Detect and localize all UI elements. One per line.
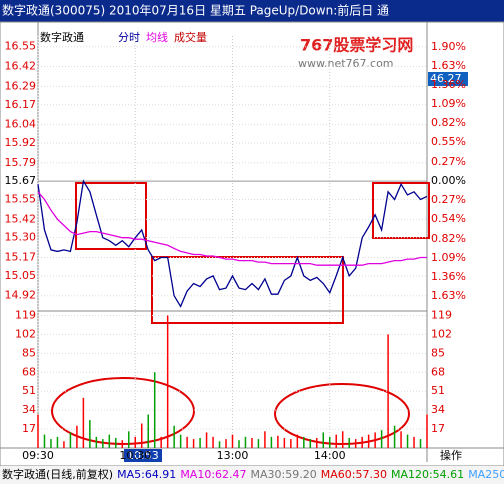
status-item: MA250: [468, 468, 504, 481]
title: 数字政通(300075) 2010年07月16日 星期五 PageUp/Down… [2, 3, 389, 18]
status-bar [0, 466, 504, 484]
y2-tick-label: 0.82% [431, 232, 466, 245]
x-tick-label: 13:00 [217, 449, 249, 462]
y-tick-label: 15.17 [5, 251, 37, 264]
header-mode: 分时 [118, 31, 140, 44]
y-tick-label: 85 [22, 346, 36, 359]
price-line [37, 179, 428, 308]
title-bar [0, 0, 504, 22]
y-tick-label: 16.29 [5, 79, 37, 92]
annotation-box [151, 256, 344, 324]
y2-tick-label: 1.09% [431, 97, 466, 110]
side-box [428, 72, 468, 86]
y-tick-label: 16.55 [5, 40, 37, 53]
y2-tick-label: 0.55% [431, 135, 466, 148]
header-volume: 成交量 [174, 30, 207, 44]
y-tick-label: 15.42 [5, 212, 37, 225]
y-tick-label: 16.17 [5, 98, 37, 111]
y-tick-label: 102 [15, 327, 36, 340]
watermark-url: www.net767.com [298, 57, 394, 70]
status-item: MA10:62.47 [180, 468, 246, 481]
status-item: MA30:59.20 [251, 468, 317, 481]
x-tick-label: 14:00 [314, 449, 346, 462]
y2-tick-label: 1.63% [431, 59, 466, 72]
annotation-box [75, 182, 147, 250]
y-tick-label: 17 [22, 422, 36, 435]
y-tick-label: 15.55 [5, 192, 37, 205]
header-avg: 均线 [146, 30, 168, 44]
y-tick-label: 34 [22, 403, 36, 416]
y2-tick-label: 0.00% [431, 174, 466, 187]
cursor-box [124, 449, 162, 462]
y-tick-label-right: 17 [431, 422, 445, 435]
y-tick-label-right: 102 [431, 327, 452, 340]
y-tick-label: 15.30 [5, 231, 37, 244]
y-tick-label-right: 34 [431, 403, 445, 416]
y-tick-label-right: 119 [431, 308, 452, 321]
status-item: MA5:64.91 [117, 468, 176, 481]
y-tick-label: 15.67 [5, 174, 37, 187]
x-tick-label: 09:30 [22, 449, 54, 462]
y-tick-label-right: 85 [431, 346, 445, 359]
y2-tick-label: 1.36% [431, 270, 466, 283]
y2-tick-label: 1.09% [431, 251, 466, 264]
y-tick-label: 15.92 [5, 136, 37, 149]
header-stock: 数字政通 [40, 30, 84, 44]
y-tick-label-right: 68 [431, 365, 445, 378]
price-line [37, 191, 427, 266]
y-tick-label: 14.92 [5, 289, 37, 302]
y-tick-label: 119 [15, 308, 36, 321]
y2-tick-label: 0.82% [431, 116, 466, 129]
y-tick-label: 51 [22, 384, 36, 397]
y2-tick-label: 1.63% [431, 289, 466, 302]
y-tick-label: 15.05 [5, 269, 37, 282]
y2-tick-label: 0.27% [431, 193, 466, 206]
y-tick-label-right: 51 [431, 384, 445, 397]
x-tick-label: 10:30 [119, 449, 151, 462]
y2-tick-label: 0.54% [431, 212, 466, 225]
watermark-brand: 767股票学习网 [300, 36, 413, 55]
y2-tick-label: 1.36% [431, 78, 466, 91]
y-tick-label: 68 [22, 365, 36, 378]
y2-tick-label: 0.27% [431, 155, 466, 168]
cursor-time: 10:53 [127, 449, 159, 462]
status-item: MA60:57.30 [321, 468, 387, 481]
side-value: 46.27 [430, 72, 462, 85]
y-tick-label: 16.42 [5, 60, 37, 73]
action-label: 操作 [440, 448, 462, 462]
y2-tick-label: 1.90% [431, 40, 466, 53]
y-tick-label: 16.04 [5, 118, 37, 131]
y-tick-label: 15.79 [5, 156, 37, 169]
status-item: MA120:54.61 [391, 468, 464, 481]
status-item: 数字政通(日线,前复权) [2, 467, 113, 481]
